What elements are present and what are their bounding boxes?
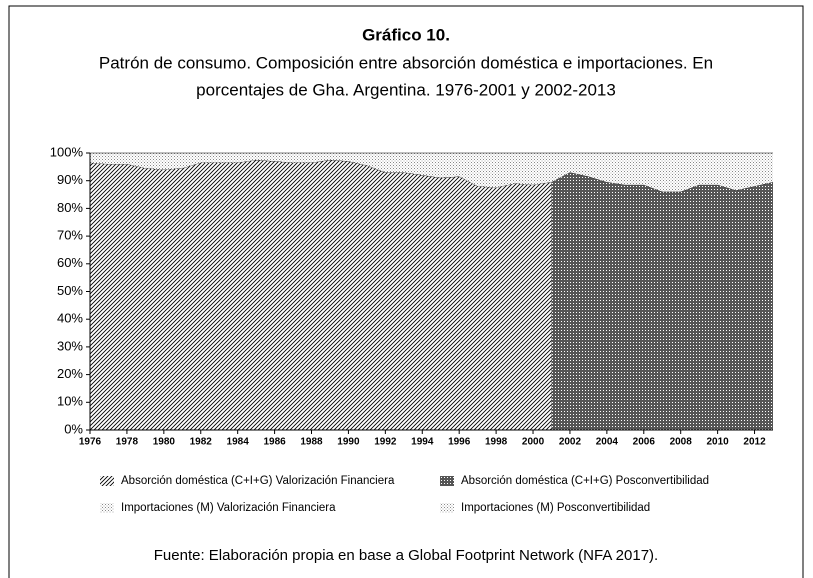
legend-swatch bbox=[440, 503, 454, 513]
x-tick-label: 1992 bbox=[374, 437, 397, 448]
source-note: Fuente: Elaboración propia en base a Glo… bbox=[154, 547, 658, 564]
area bbox=[551, 172, 773, 430]
y-tick-label: 40% bbox=[57, 311, 83, 326]
legend-label: Absorción doméstica (C+I+G) Valorización… bbox=[121, 475, 395, 487]
chart-subtitle: porcentajes de Gha. Argentina. 1976-2001… bbox=[196, 80, 616, 99]
y-tick-label: 20% bbox=[57, 366, 83, 381]
y-tick-label: 80% bbox=[57, 200, 83, 215]
legend-swatch bbox=[440, 476, 454, 486]
x-tick-label: 1990 bbox=[337, 437, 360, 448]
x-tick-label: 2000 bbox=[522, 437, 545, 448]
frame bbox=[8, 5, 804, 578]
x-tick-label: 1982 bbox=[190, 437, 213, 448]
chart-title: Gráfico 10. bbox=[362, 25, 450, 44]
legend-label: Absorción doméstica (C+I+G) Posconvertib… bbox=[461, 475, 709, 487]
legend-swatch bbox=[100, 476, 114, 486]
x-tick-label: 1978 bbox=[116, 437, 139, 448]
x-tick-label: 1976 bbox=[79, 437, 102, 448]
x-tick-label: 2004 bbox=[596, 437, 619, 448]
x-tick-label: 1998 bbox=[485, 437, 508, 448]
legend-swatch bbox=[100, 503, 114, 513]
chart-subtitle: Patrón de consumo. Composición entre abs… bbox=[99, 53, 713, 72]
x-tick-label: 2006 bbox=[633, 437, 656, 448]
area bbox=[551, 153, 773, 192]
y-tick-label: 100% bbox=[50, 144, 84, 159]
y-tick-label: 50% bbox=[57, 283, 83, 298]
x-tick-label: 1980 bbox=[153, 437, 176, 448]
area-edge bbox=[551, 172, 774, 193]
area bbox=[90, 153, 552, 188]
y-tick-label: 60% bbox=[57, 255, 83, 270]
x-tick-label: 2012 bbox=[743, 437, 766, 448]
y-tick-label: 70% bbox=[57, 228, 83, 243]
y-tick-label: 90% bbox=[57, 172, 83, 187]
x-tick-label: 1986 bbox=[263, 437, 286, 448]
y-tick-label: 10% bbox=[57, 394, 83, 409]
legend-label: Importaciones (M) Valorización Financier… bbox=[121, 502, 336, 514]
x-tick-label: 1988 bbox=[300, 437, 323, 448]
x-tick-label: 1994 bbox=[411, 437, 434, 448]
x-tick-label: 2010 bbox=[706, 437, 729, 448]
x-tick-label: 2002 bbox=[559, 437, 582, 448]
x-tick-label: 2008 bbox=[670, 437, 693, 448]
y-tick-label: 30% bbox=[57, 338, 83, 353]
area bbox=[90, 159, 552, 431]
y-tick-label: 0% bbox=[64, 421, 83, 436]
legend-label: Importaciones (M) Posconvertibilidad bbox=[461, 502, 650, 514]
x-tick-label: 1984 bbox=[227, 437, 250, 448]
x-tick-label: 1996 bbox=[448, 437, 471, 448]
